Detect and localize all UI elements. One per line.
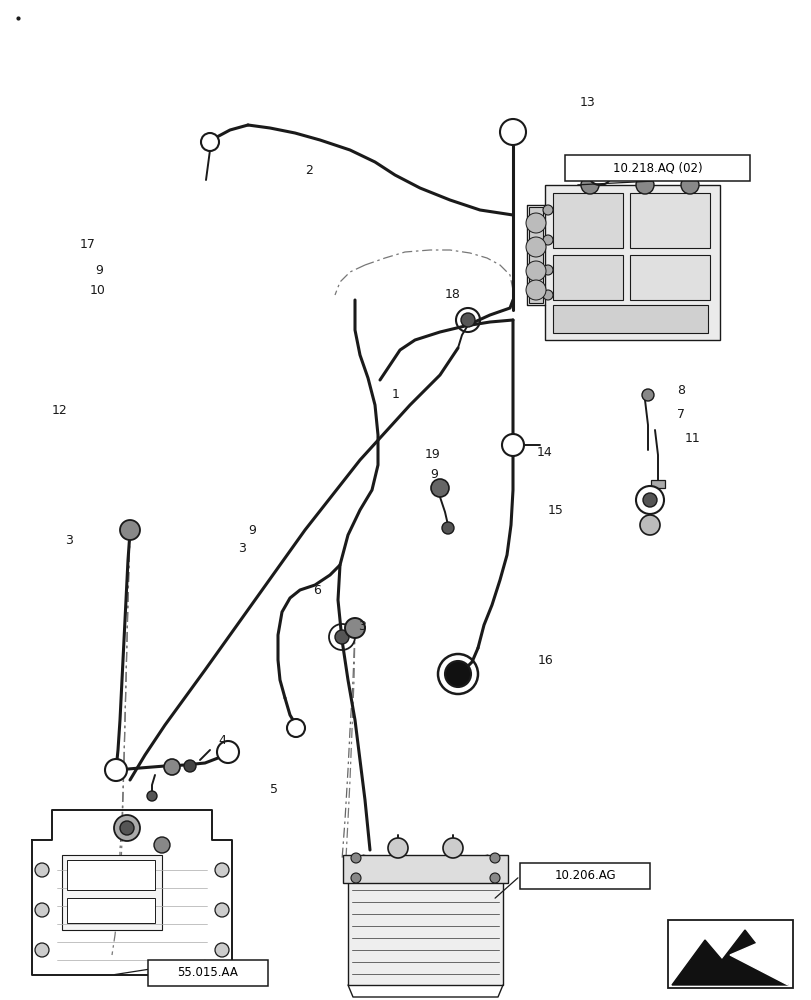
Bar [552, 305, 707, 333]
Bar [62, 855, 162, 930]
Bar [67, 898, 155, 923]
Circle shape [444, 661, 470, 687]
Text: 16: 16 [538, 654, 553, 666]
Bar [667, 920, 792, 988]
Circle shape [526, 280, 545, 300]
Circle shape [489, 873, 500, 883]
Circle shape [543, 290, 552, 300]
Circle shape [594, 167, 605, 179]
Text: 14: 14 [536, 446, 552, 460]
Circle shape [35, 863, 49, 877]
Text: 10: 10 [90, 284, 105, 296]
Circle shape [120, 821, 134, 835]
Text: 3: 3 [65, 534, 73, 546]
Circle shape [201, 133, 219, 151]
Circle shape [501, 434, 523, 456]
Text: 13: 13 [579, 96, 595, 109]
Text: 1: 1 [392, 388, 399, 401]
Circle shape [184, 760, 195, 772]
Text: 10.206.AG: 10.206.AG [553, 869, 615, 882]
Text: 55.015.AA: 55.015.AA [178, 966, 238, 979]
Text: 9: 9 [430, 468, 437, 482]
Polygon shape [672, 930, 787, 985]
Circle shape [642, 493, 656, 507]
Circle shape [443, 838, 462, 858]
Bar [544, 185, 719, 340]
Circle shape [526, 213, 545, 233]
Text: 5: 5 [270, 783, 277, 796]
Text: 2: 2 [305, 164, 312, 177]
Text: 8: 8 [676, 383, 684, 396]
Circle shape [543, 205, 552, 215]
Circle shape [35, 943, 49, 957]
Circle shape [286, 719, 305, 737]
Text: 10.218.AQ (02): 10.218.AQ (02) [612, 162, 702, 175]
Circle shape [581, 176, 599, 194]
Circle shape [639, 515, 659, 535]
Circle shape [345, 618, 365, 638]
Text: 3: 3 [358, 620, 366, 634]
Circle shape [105, 759, 127, 781]
Circle shape [526, 237, 545, 257]
Bar [342, 855, 508, 883]
Text: 17: 17 [80, 238, 96, 251]
Text: 9: 9 [95, 263, 103, 276]
Circle shape [120, 520, 139, 540]
Circle shape [335, 630, 349, 644]
Text: 9: 9 [247, 524, 255, 536]
Text: 12: 12 [52, 403, 67, 416]
Circle shape [215, 903, 229, 917]
Circle shape [164, 759, 180, 775]
Circle shape [35, 903, 49, 917]
Bar [629, 193, 709, 248]
Circle shape [680, 176, 698, 194]
Bar [148, 960, 268, 986]
Circle shape [526, 261, 545, 281]
Circle shape [388, 838, 407, 858]
Circle shape [147, 791, 157, 801]
Bar [348, 880, 502, 985]
Circle shape [642, 389, 653, 401]
Circle shape [543, 235, 552, 245]
Circle shape [431, 479, 448, 497]
Circle shape [543, 265, 552, 275]
Bar [650, 480, 664, 488]
Circle shape [154, 837, 169, 853]
Circle shape [441, 522, 453, 534]
Circle shape [461, 313, 474, 327]
Circle shape [500, 119, 526, 145]
Bar [629, 255, 709, 300]
Circle shape [635, 176, 653, 194]
Bar [552, 193, 622, 248]
Text: 4: 4 [217, 734, 225, 746]
Circle shape [489, 853, 500, 863]
Circle shape [350, 853, 361, 863]
Text: 11: 11 [684, 432, 700, 444]
Circle shape [215, 863, 229, 877]
Bar [528, 207, 543, 303]
Text: 6: 6 [312, 584, 320, 596]
Bar [552, 255, 622, 300]
Circle shape [350, 873, 361, 883]
Text: 7: 7 [676, 408, 684, 422]
Circle shape [215, 943, 229, 957]
Bar [564, 155, 749, 181]
Text: 15: 15 [547, 504, 563, 516]
Text: 18: 18 [444, 288, 461, 302]
Circle shape [114, 815, 139, 841]
Polygon shape [729, 930, 787, 985]
Bar [519, 863, 649, 889]
Text: 19: 19 [424, 448, 440, 462]
Text: 3: 3 [238, 542, 246, 554]
Bar [67, 860, 155, 890]
Circle shape [217, 741, 238, 763]
Circle shape [587, 161, 611, 185]
Circle shape [635, 486, 663, 514]
